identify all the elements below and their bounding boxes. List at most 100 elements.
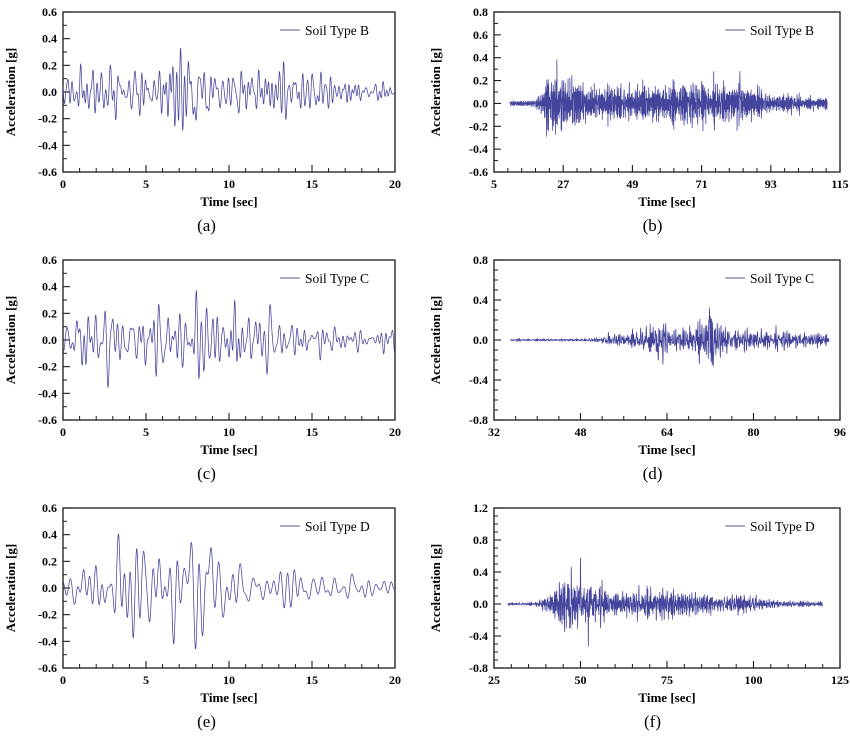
panel-b: 5 27 49 71 93 115 -0.6 -0.4 -0.2 0.0 0.2 0.4 0.6 0.8 S… xyxy=(425,0,850,248)
x-tick-label: 10 xyxy=(223,177,235,191)
caption-f: (f) xyxy=(644,712,661,731)
y-tick-label: -0.4 xyxy=(38,138,57,152)
x-axis-label: Time [sec] xyxy=(638,442,695,457)
y-axis-label: Acceleration [g] xyxy=(428,296,443,384)
acceleration-trace xyxy=(510,307,830,367)
x-axis-label: Time [sec] xyxy=(200,442,257,457)
y-tick-label: 0.4 xyxy=(42,280,57,294)
y-tick-label: 0.6 xyxy=(42,5,57,19)
y-tick-label: -0.2 xyxy=(469,119,488,133)
y-tick-label: 0.0 xyxy=(42,581,57,595)
x-tick-label: 64 xyxy=(661,425,673,439)
y-tick-label: 0.0 xyxy=(473,333,488,347)
chart-c-plot: 0 5 10 15 20 -0.6 -0.4 -0.2 0.0 0.2 0.4 0.6 Soil Typ… xyxy=(3,253,401,457)
y-axis-label: Acceleration [g] xyxy=(3,296,18,384)
caption-a: (a) xyxy=(197,216,216,235)
x-tick-label: 5 xyxy=(143,673,149,687)
acceleration-trace xyxy=(62,290,396,388)
acceleration-trace xyxy=(62,48,396,131)
y-tick-label: 0.4 xyxy=(473,565,488,579)
x-tick-label: 96 xyxy=(834,425,846,439)
legend-label: Soil Type C xyxy=(305,271,369,286)
y-tick-label: -0.4 xyxy=(38,386,57,400)
legend-label: Soil Type B xyxy=(305,23,369,38)
panel-f: 25 50 75 100 125 -0.8 -0.4 0.0 0.4 0.8 1.2 Soil Typ… xyxy=(425,496,850,744)
x-tick-label: 10 xyxy=(223,425,235,439)
y-tick-label: 0.4 xyxy=(473,51,488,65)
y-axis-label: Acceleration [g] xyxy=(3,544,18,632)
plot-frame xyxy=(62,507,396,669)
x-tick-label: 27 xyxy=(557,177,569,191)
y-tick-label: -0.6 xyxy=(38,165,57,179)
legend-label: Soil Type D xyxy=(305,519,370,534)
chart-a-plot: 0 5 10 15 20 -0.6 -0.4 -0.2 0.0 0.2 0.4 0.6 Soil Typ… xyxy=(3,5,401,209)
y-tick-label: -0.4 xyxy=(469,373,488,387)
panel-e: 0 5 10 15 20 -0.6 -0.4 -0.2 0.0 0.2 0.4 0.6 Soil Typ… xyxy=(0,496,425,744)
legend-label: Soil Type B xyxy=(750,23,814,38)
x-tick-label: 20 xyxy=(389,177,401,191)
legend-label: Soil Type C xyxy=(750,271,814,286)
acceleration-trace xyxy=(62,533,396,650)
x-tick-label: 0 xyxy=(60,177,66,191)
y-tick-label: 0.4 xyxy=(42,32,57,46)
panel-d: 32 48 64 80 96 -0.8 -0.4 0.0 0.4 0.8 Soil Type C Ti… xyxy=(425,248,850,496)
y-tick-label: 0.4 xyxy=(42,528,57,542)
x-tick-label: 15 xyxy=(306,673,318,687)
x-tick-label: 100 xyxy=(745,673,763,687)
plot-frame xyxy=(493,11,841,173)
y-tick-label: 0.4 xyxy=(473,293,488,307)
x-axis-label: Time [sec] xyxy=(200,690,257,705)
plot-frame xyxy=(493,507,841,669)
y-tick-label: -0.6 xyxy=(38,661,57,675)
x-tick-label: 80 xyxy=(748,425,760,439)
y-tick-label: 0.6 xyxy=(473,28,488,42)
y-tick-label: -0.4 xyxy=(469,629,488,643)
y-tick-label: 1.2 xyxy=(473,501,488,515)
x-tick-label: 50 xyxy=(575,673,587,687)
y-tick-label: -0.2 xyxy=(38,360,57,374)
y-axis-label: Acceleration [g] xyxy=(3,48,18,136)
x-tick-label: 115 xyxy=(831,177,848,191)
x-tick-label: 49 xyxy=(626,177,638,191)
x-tick-label: 5 xyxy=(143,177,149,191)
x-axis-label: Time [sec] xyxy=(200,194,257,209)
panel-c: 0 5 10 15 20 -0.6 -0.4 -0.2 0.0 0.2 0.4 0.6 Soil Typ… xyxy=(0,248,425,496)
caption-e: (e) xyxy=(197,712,216,731)
x-tick-label: 48 xyxy=(575,425,587,439)
y-tick-label: 0.8 xyxy=(473,533,488,547)
y-tick-label: -0.4 xyxy=(469,142,488,156)
y-tick-label: -0.2 xyxy=(38,608,57,622)
y-axis-label: Acceleration [g] xyxy=(428,544,443,632)
chart-f-plot: 25 50 75 100 125 -0.8 -0.4 0.0 0.4 0.8 1.2 Soil Typ… xyxy=(428,501,849,705)
x-tick-label: 0 xyxy=(60,673,66,687)
x-axis-label: Time [sec] xyxy=(638,690,695,705)
x-tick-label: 71 xyxy=(696,177,708,191)
x-tick-label: 20 xyxy=(389,673,401,687)
y-tick-label: 0.6 xyxy=(42,501,57,515)
y-tick-label: -0.4 xyxy=(38,634,57,648)
y-tick-label: 0.2 xyxy=(473,74,488,88)
plot-frame xyxy=(493,259,841,421)
chart-e-plot: 0 5 10 15 20 -0.6 -0.4 -0.2 0.0 0.2 0.4 0.6 Soil Typ… xyxy=(3,501,401,705)
acceleration-trace xyxy=(507,557,824,647)
x-axis-label: Time [sec] xyxy=(638,194,695,209)
y-tick-label: -0.2 xyxy=(38,112,57,126)
x-tick-label: 25 xyxy=(488,673,500,687)
caption-b: (b) xyxy=(642,216,663,235)
x-tick-label: 15 xyxy=(306,425,318,439)
x-tick-label: 15 xyxy=(306,177,318,191)
y-tick-label: 0.8 xyxy=(473,5,488,19)
chart-b-plot: 5 27 49 71 93 115 -0.6 -0.4 -0.2 0.0 0.2 0.4 0.6 0.8 S… xyxy=(428,5,849,209)
chart-d-plot: 32 48 64 80 96 -0.8 -0.4 0.0 0.4 0.8 Soil Type C Ti… xyxy=(428,253,846,457)
y-tick-label: 0.0 xyxy=(42,85,57,99)
x-tick-label: 125 xyxy=(831,673,849,687)
caption-c: (c) xyxy=(197,464,216,483)
y-tick-label: -0.6 xyxy=(38,413,57,427)
x-tick-label: 75 xyxy=(661,673,673,687)
panel-a: 0 5 10 15 20 -0.6 -0.4 -0.2 0.0 0.2 0.4 0.6 Soil Typ… xyxy=(0,0,425,248)
x-tick-label: 20 xyxy=(389,425,401,439)
y-tick-label: -0.6 xyxy=(469,165,488,179)
x-tick-label: 32 xyxy=(488,425,500,439)
plot-frame xyxy=(62,259,396,421)
